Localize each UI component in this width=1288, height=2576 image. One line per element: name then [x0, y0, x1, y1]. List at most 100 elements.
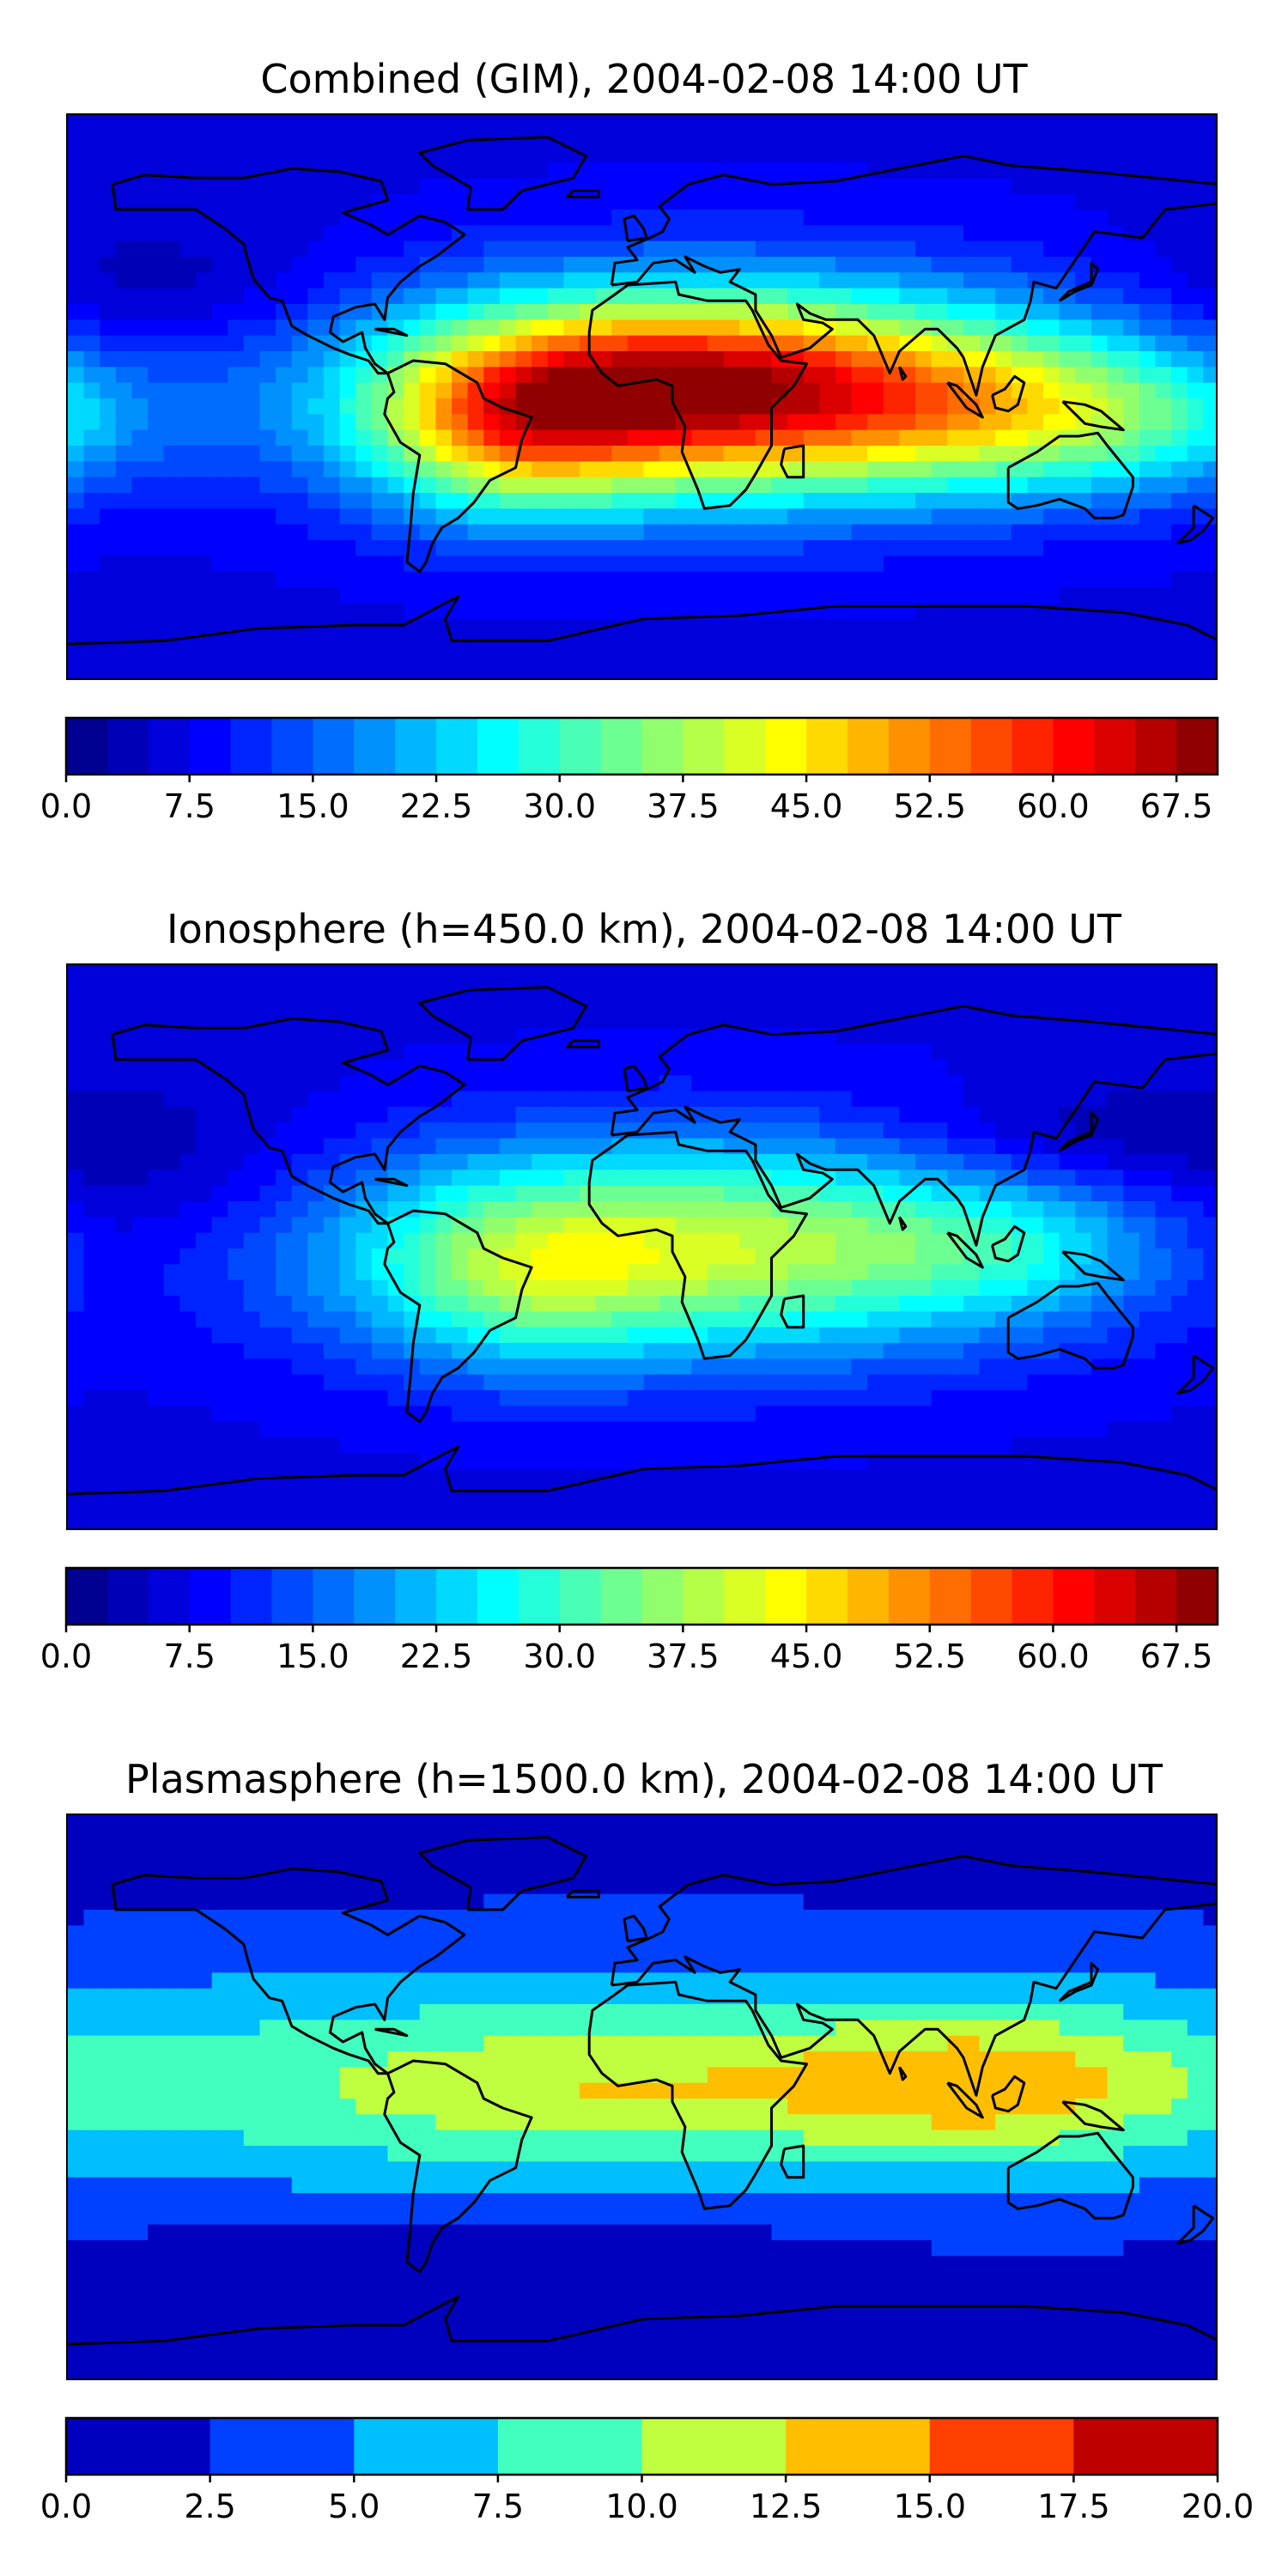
tec-cell	[371, 965, 389, 981]
tec-cell	[691, 146, 708, 163]
tec-cell	[1075, 131, 1092, 148]
tec-cell	[1203, 1327, 1216, 1344]
tec-cell	[100, 665, 117, 678]
tec-cell	[68, 1012, 85, 1029]
tec-cell	[1171, 193, 1188, 210]
tec-cell	[851, 429, 868, 447]
tec-cell	[963, 461, 981, 478]
tec-cell	[563, 398, 580, 415]
tec-cell	[1075, 335, 1092, 352]
tec-cell	[708, 429, 725, 447]
tec-cell	[211, 1343, 228, 1359]
tec-cell	[835, 1170, 853, 1187]
tec-cell	[163, 635, 180, 651]
tec-cell	[1043, 225, 1060, 242]
tec-cell	[196, 382, 213, 399]
tec-cell	[291, 650, 308, 667]
tec-cell	[580, 1185, 597, 1202]
tec-cell	[1171, 1421, 1188, 1438]
tec-cell	[580, 587, 597, 604]
tec-cell	[115, 351, 133, 368]
tec-cell	[947, 1012, 964, 1029]
tec-cell	[787, 193, 805, 210]
tec-cell	[467, 335, 484, 352]
tec-cell	[995, 1279, 1012, 1297]
tec-cell	[1011, 1358, 1029, 1376]
tec-cell	[211, 540, 228, 556]
tec-cell	[979, 587, 996, 604]
tec-cell	[1091, 1201, 1109, 1218]
tec-cell	[675, 319, 692, 337]
tec-cell	[179, 1311, 197, 1328]
tec-cell	[339, 1232, 356, 1249]
tec-cell	[148, 556, 165, 573]
tec-cell	[163, 240, 180, 258]
tec-cell	[276, 210, 293, 226]
tec-cell	[755, 965, 773, 981]
tec-cell	[595, 446, 612, 462]
tec-cell	[659, 635, 677, 651]
tec-cell	[1107, 1327, 1124, 1344]
tec-cell	[899, 1279, 916, 1297]
tec-cell	[611, 996, 629, 1013]
tec-cell	[867, 650, 884, 667]
tec-cell	[532, 1012, 549, 1029]
tec-cell	[755, 1043, 773, 1060]
tec-cell	[355, 178, 373, 195]
tec-cell	[1091, 210, 1109, 226]
tec-cell	[68, 146, 85, 163]
tec-cell	[148, 367, 165, 384]
tec-cell	[1171, 1217, 1188, 1234]
tec-cell	[1187, 1170, 1204, 1187]
tec-cell	[355, 115, 373, 131]
tec-cell	[355, 1232, 373, 1249]
tec-cell	[452, 1107, 469, 1123]
tec-cell	[355, 257, 373, 273]
tec-cell	[131, 131, 149, 148]
tec-cell	[883, 115, 901, 131]
tec-cell	[339, 508, 356, 526]
tec-cell	[979, 1012, 996, 1029]
tec-cell	[803, 367, 820, 384]
tec-cell	[163, 571, 180, 588]
tec-cell	[595, 257, 612, 273]
tec-cell	[452, 1279, 469, 1297]
tec-cell	[324, 1075, 341, 1092]
tec-cell	[1011, 1249, 1029, 1265]
tec-cell	[419, 131, 436, 148]
tec-cell	[595, 414, 612, 431]
tec-cell	[307, 1028, 325, 1045]
tec-cell	[100, 1343, 117, 1359]
tec-cell	[419, 288, 436, 305]
tec-cell	[595, 1232, 612, 1249]
tec-cell	[371, 1060, 389, 1076]
tec-cell	[708, 493, 725, 509]
tec-cell	[515, 665, 532, 678]
tec-cell	[803, 1358, 820, 1376]
tec-cell	[995, 587, 1012, 604]
tec-cell	[499, 304, 517, 320]
tec-cell	[1187, 1091, 1204, 1108]
tec-cell	[819, 665, 836, 678]
tec-cell	[963, 1138, 981, 1155]
tec-cell	[1139, 461, 1157, 478]
tec-cell	[276, 1185, 293, 1202]
tec-cell	[435, 146, 453, 163]
tec-cell	[867, 1028, 884, 1045]
tec-cell	[243, 178, 261, 195]
tec-cell	[851, 1249, 868, 1265]
tec-cell	[1123, 1154, 1140, 1170]
tec-cell	[1027, 1107, 1044, 1123]
tec-cell	[68, 1343, 85, 1359]
tec-cell	[627, 965, 645, 981]
tec-cell	[899, 178, 916, 195]
tec-cell	[979, 540, 996, 556]
tec-cell	[611, 335, 629, 352]
tec-cell	[83, 587, 100, 604]
tec-cell	[276, 1028, 293, 1045]
tec-cell	[452, 272, 469, 289]
tec-cell	[995, 367, 1012, 384]
tec-cell	[611, 493, 629, 509]
tec-cell	[179, 618, 197, 635]
tec-cell	[259, 1279, 276, 1297]
